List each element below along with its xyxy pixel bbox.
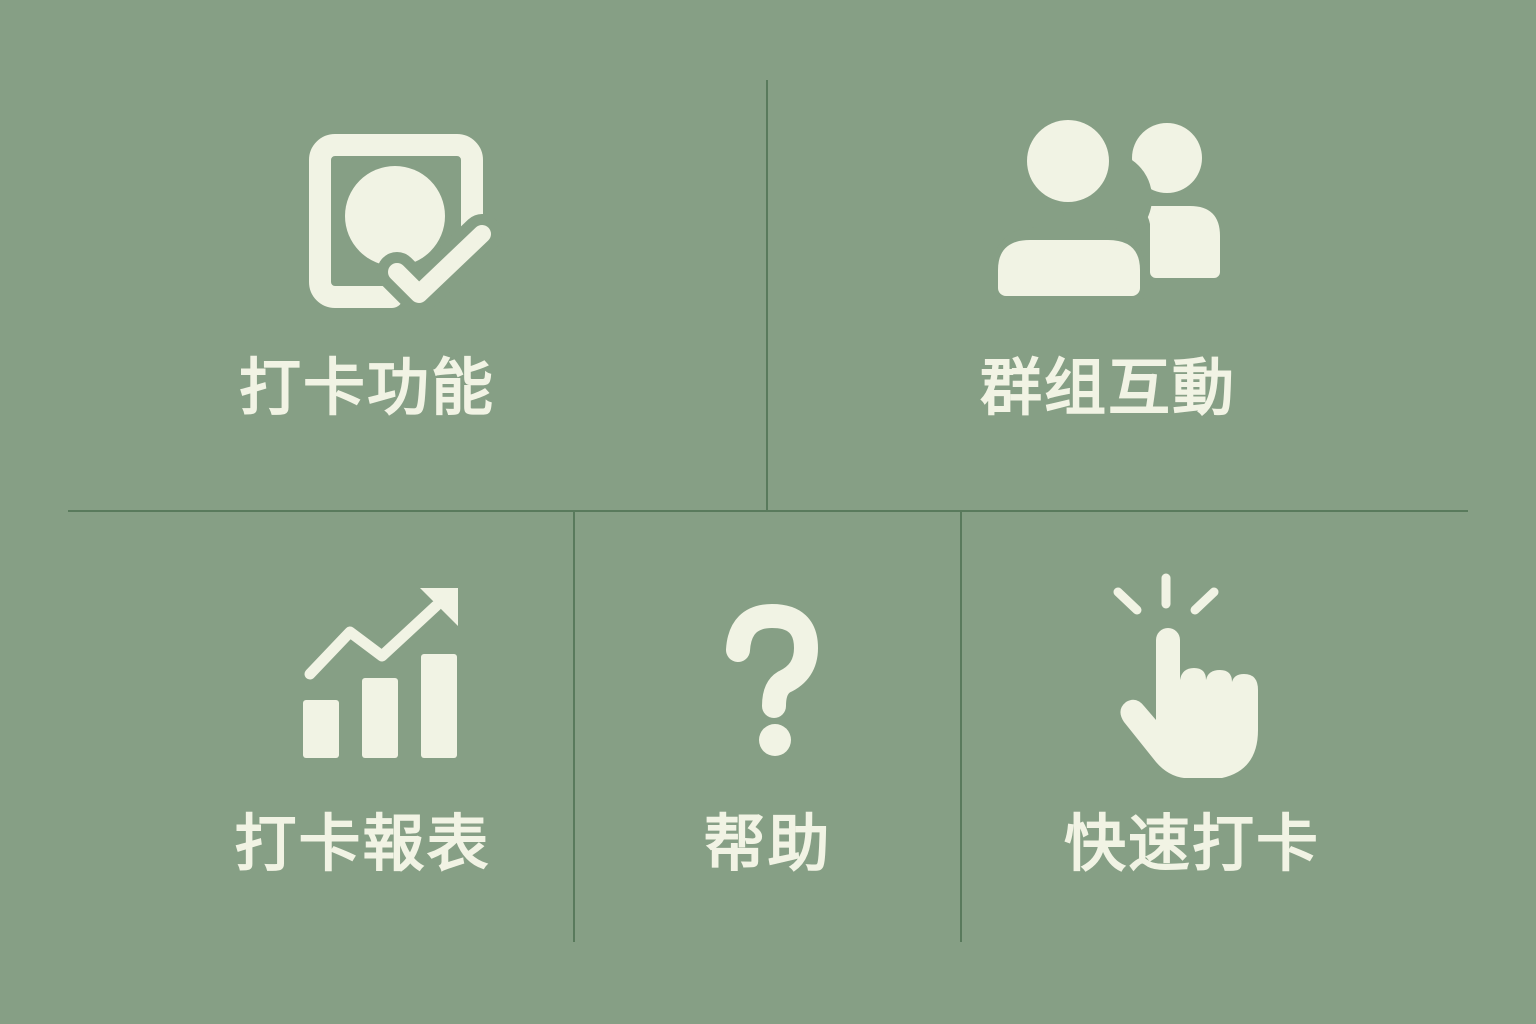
menu-item-label: 打卡報表 [234,807,491,880]
divider-vertical-top [766,80,768,512]
divider-vertical-bottom-left [573,512,575,942]
question-mark-icon [726,604,818,756]
menu-item-quick-checkin[interactable]: 快速打卡 [962,512,1468,942]
menu-item-checkin-feature[interactable]: 打卡功能 [68,80,766,510]
divider-horizontal [68,510,1468,512]
menu-item-label: 群组互動 [979,351,1236,424]
menu-item-help[interactable]: 帮助 [575,512,960,942]
tap-hand-icon [1113,573,1258,778]
divider-vertical-bottom-right [960,512,962,942]
menu-item-label: 打卡功能 [238,351,495,424]
group-users-icon [993,120,1220,301]
checkin-photo-icon [309,134,502,314]
menu-item-label: 帮助 [703,807,832,880]
menu-item-label: 快速打卡 [1063,807,1320,880]
menu-item-group-interaction[interactable]: 群组互動 [768,80,1468,510]
growth-chart-icon [303,588,458,758]
menu-item-checkin-report[interactable]: 打卡報表 [68,512,573,942]
